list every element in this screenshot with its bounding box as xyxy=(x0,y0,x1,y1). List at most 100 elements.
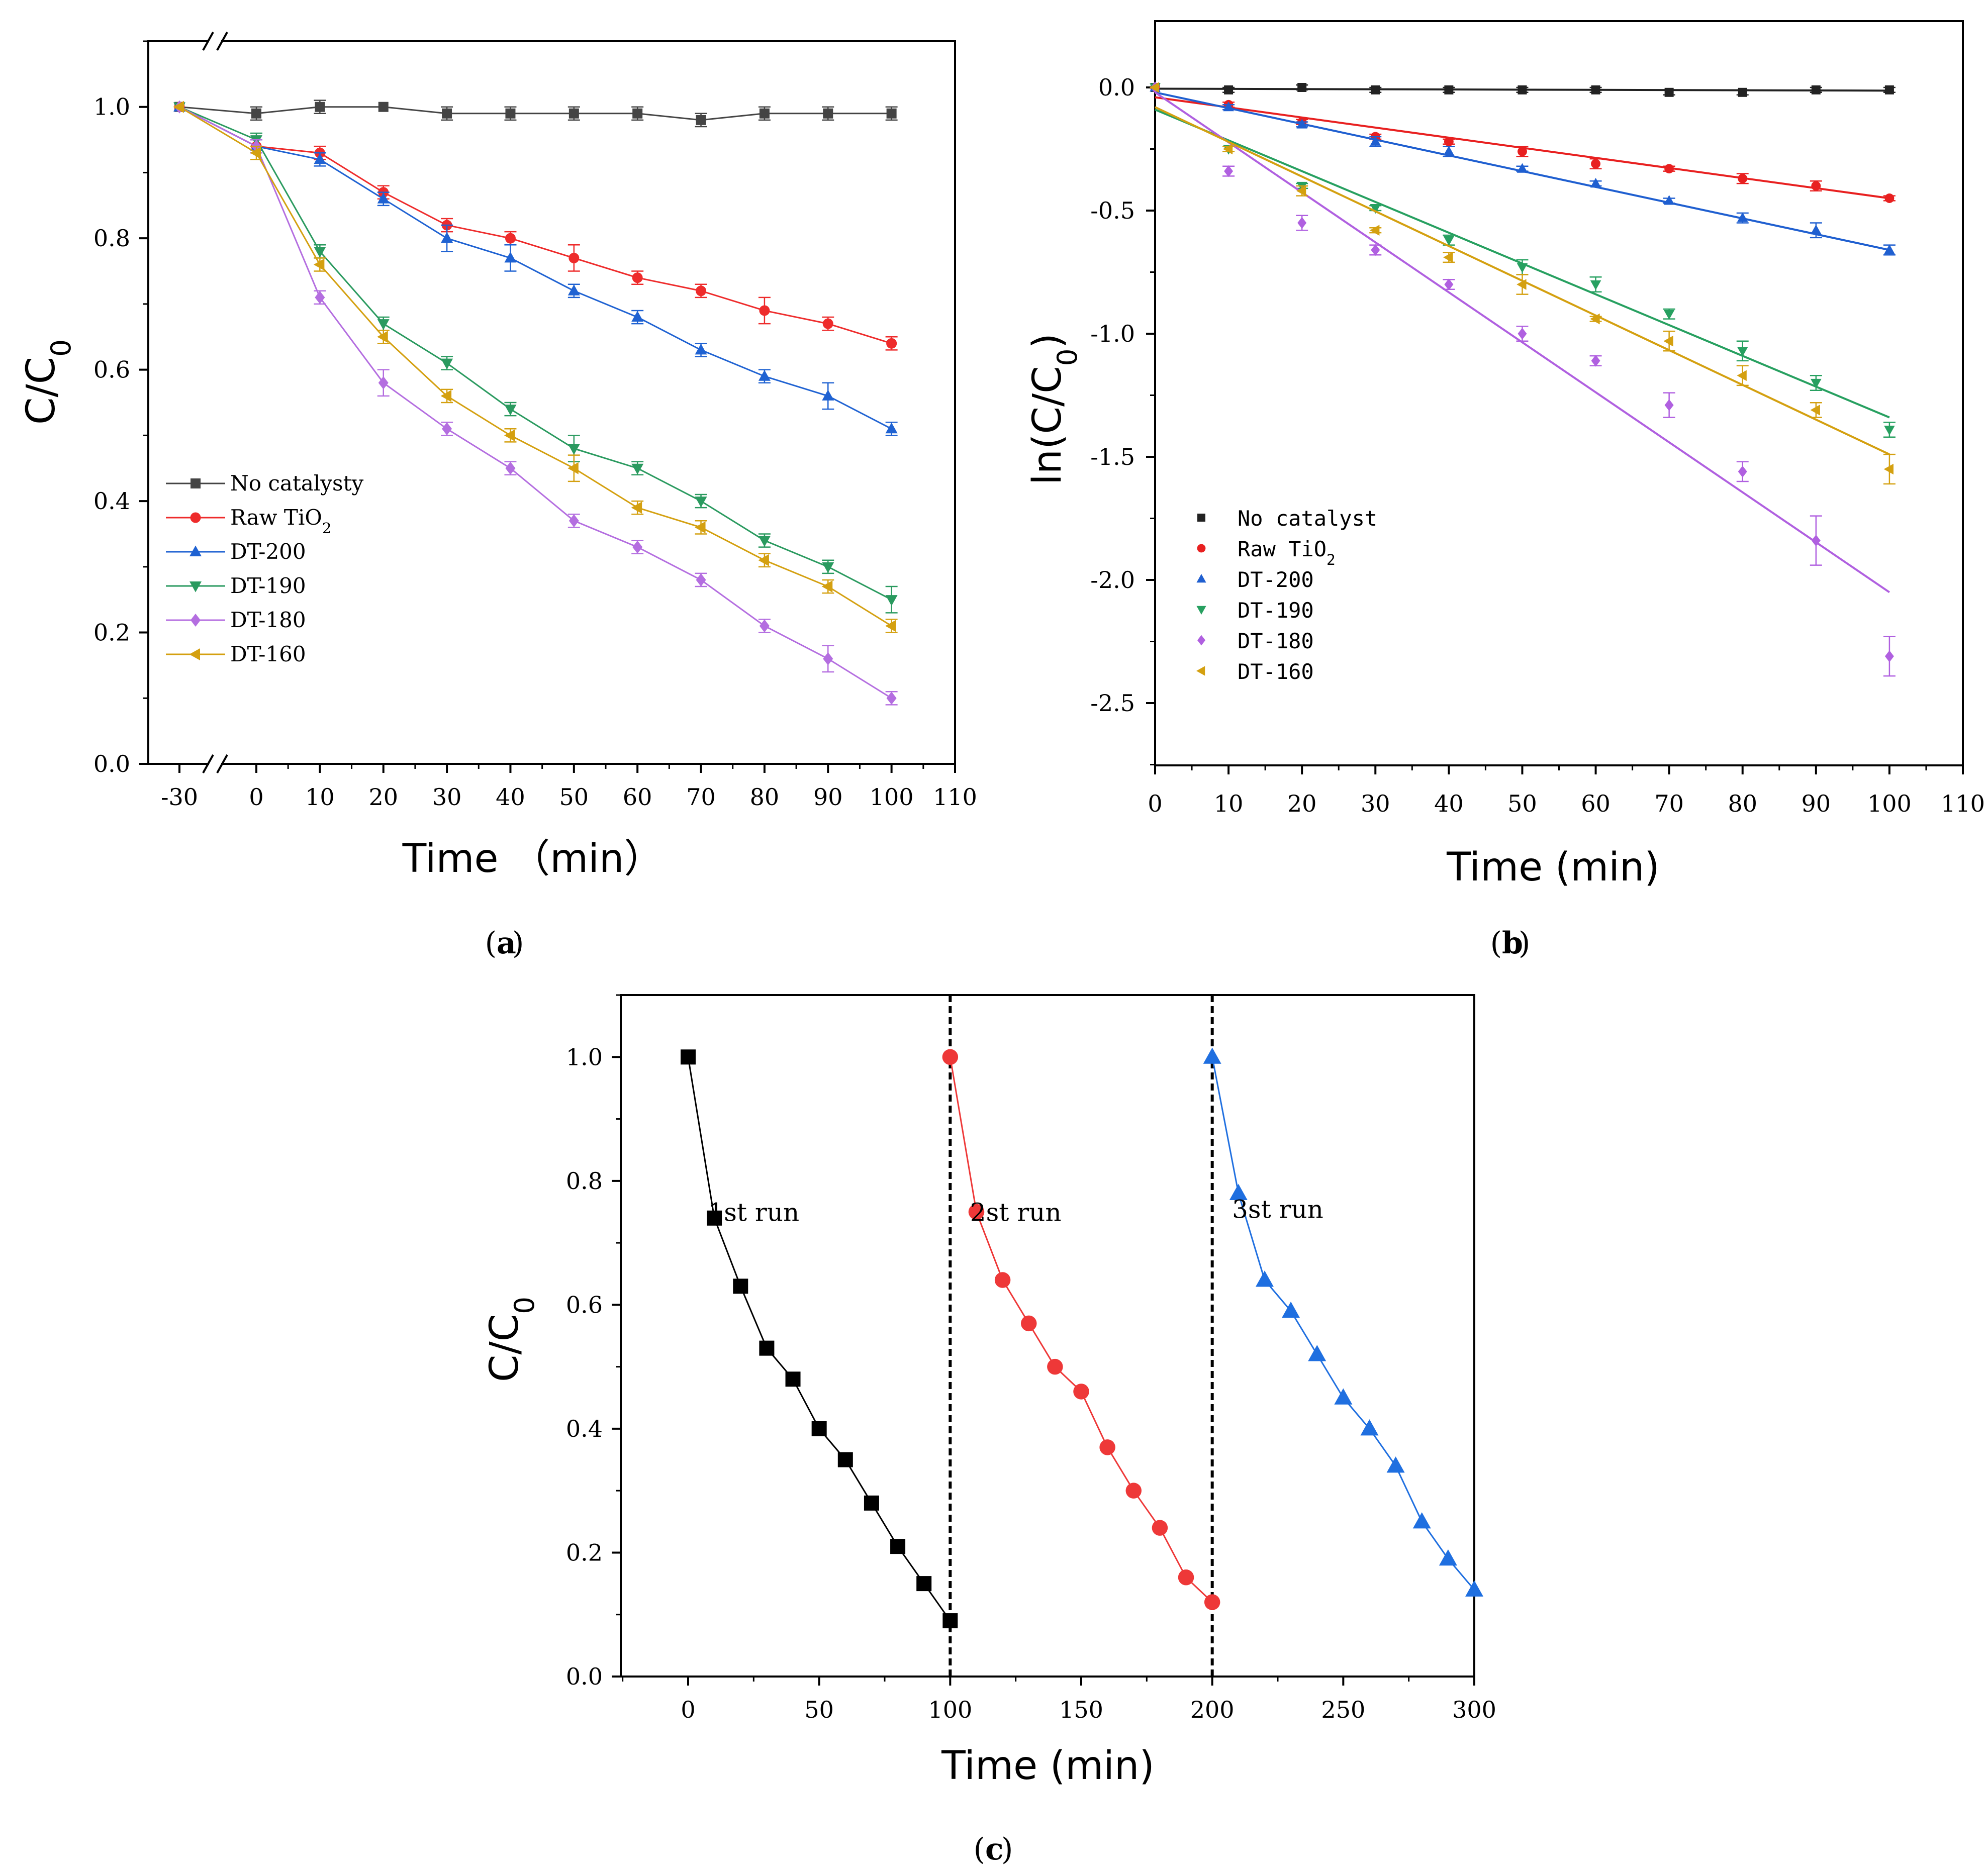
data-point xyxy=(885,620,896,632)
legend-label-sub: 2 xyxy=(1327,551,1336,568)
data-point xyxy=(759,1340,775,1356)
y-tick-label: 0.0 xyxy=(566,1663,603,1690)
y-tick-label: 0.4 xyxy=(93,487,130,515)
series-1st-run: 1st run xyxy=(681,1049,958,1629)
y-tick-label: 0.2 xyxy=(566,1539,603,1566)
data-point xyxy=(1591,159,1600,169)
data-point xyxy=(632,540,643,554)
data-point xyxy=(250,147,261,159)
panel-label-close: ) xyxy=(1001,1832,1013,1867)
legend-label: DT-160 xyxy=(230,642,306,666)
data-point xyxy=(377,192,390,204)
series-line xyxy=(179,106,892,121)
data-point xyxy=(821,580,833,593)
data-point xyxy=(1370,204,1381,214)
data-point xyxy=(567,284,580,296)
data-point xyxy=(1308,1345,1327,1361)
data-point xyxy=(1518,328,1527,340)
x-tick-label: 0 xyxy=(249,783,263,811)
data-point xyxy=(314,247,326,258)
data-point xyxy=(758,370,771,381)
data-point xyxy=(1296,119,1307,129)
plot-frame xyxy=(147,40,956,765)
x-tick-label: 10 xyxy=(1214,790,1244,817)
x-tick-label: 10 xyxy=(305,783,335,811)
y-tick-label: 1.0 xyxy=(93,93,130,121)
data-point xyxy=(822,562,834,573)
data-point xyxy=(890,1539,906,1554)
data-point xyxy=(1444,85,1454,94)
y-axis-title-sub: 0 xyxy=(1051,349,1083,366)
data-point xyxy=(442,422,452,436)
data-point xyxy=(569,514,579,528)
x-tick-label: -30 xyxy=(161,783,198,811)
data-point xyxy=(567,462,579,474)
data-point xyxy=(631,463,644,475)
run-label: 3st run xyxy=(1232,1195,1323,1224)
y-tick-label: 0.6 xyxy=(566,1291,603,1318)
data-point xyxy=(1737,212,1748,222)
data-point xyxy=(886,338,897,349)
data-point xyxy=(1811,224,1822,235)
legend-marker xyxy=(1197,635,1205,646)
fit-line xyxy=(1154,91,1890,594)
x-tick-label: 110 xyxy=(1941,790,1985,817)
data-point xyxy=(569,252,580,263)
legend-label-sub: 2 xyxy=(322,520,332,537)
data-point xyxy=(1443,146,1455,156)
legend-label-main: DT-160 xyxy=(230,642,306,666)
legend-label: DT-190 xyxy=(230,573,306,598)
x-tick-label: 50 xyxy=(1507,790,1537,817)
panel-label-open: ( xyxy=(485,926,497,961)
x-tick-label: 150 xyxy=(1059,1696,1103,1723)
x-tick-label: 250 xyxy=(1321,1696,1365,1723)
x-tick-label: 50 xyxy=(804,1696,834,1723)
data-point xyxy=(1444,278,1454,290)
axis-break-mark-top xyxy=(216,32,228,51)
y-tick-label: 0.4 xyxy=(566,1415,603,1442)
data-point xyxy=(885,595,898,606)
data-point xyxy=(1334,1388,1353,1405)
x-tick-label: 30 xyxy=(432,783,462,811)
data-point xyxy=(696,573,706,586)
y-tick-label: -1.0 xyxy=(1090,320,1135,347)
data-point xyxy=(632,108,643,119)
y-tick-label: -0.5 xyxy=(1090,197,1135,224)
y-tick-label: 0.8 xyxy=(93,225,130,252)
data-point xyxy=(758,554,769,566)
data-point xyxy=(916,1576,932,1592)
data-point xyxy=(1884,193,1895,203)
data-point xyxy=(1810,405,1820,416)
axis-break-mark-bottom xyxy=(202,754,214,773)
y-axis-title-sub: 0 xyxy=(508,1297,540,1314)
data-point xyxy=(1811,85,1821,94)
series-dt-160 xyxy=(1149,82,1896,485)
data-point xyxy=(1811,534,1821,547)
data-point xyxy=(1149,82,1160,93)
legend-label-main: DT-190 xyxy=(230,573,306,598)
data-point xyxy=(505,233,516,244)
data-point xyxy=(631,502,642,514)
data-point xyxy=(1664,399,1674,411)
data-point xyxy=(1204,1594,1220,1610)
data-point xyxy=(695,521,706,534)
data-point xyxy=(968,1204,985,1220)
x-tick-label: 90 xyxy=(1802,790,1831,817)
x-tick-label: 80 xyxy=(1728,790,1757,817)
y-tick-label: 0.0 xyxy=(93,750,130,777)
data-point xyxy=(811,1421,827,1436)
data-point xyxy=(442,108,452,119)
axis-break-gap-bottom xyxy=(209,761,221,767)
data-point xyxy=(1590,313,1600,325)
y-tick-label: 0.2 xyxy=(93,619,130,646)
legend-marker xyxy=(1196,606,1206,615)
data-point xyxy=(1444,137,1454,147)
data-point xyxy=(441,232,453,243)
legend-marker xyxy=(1196,574,1206,583)
series-line xyxy=(179,106,892,430)
data-point xyxy=(886,692,897,705)
data-point xyxy=(1371,85,1380,94)
axis-break-mark-top xyxy=(202,32,214,51)
y-axis-title: C/C0 xyxy=(19,339,77,425)
